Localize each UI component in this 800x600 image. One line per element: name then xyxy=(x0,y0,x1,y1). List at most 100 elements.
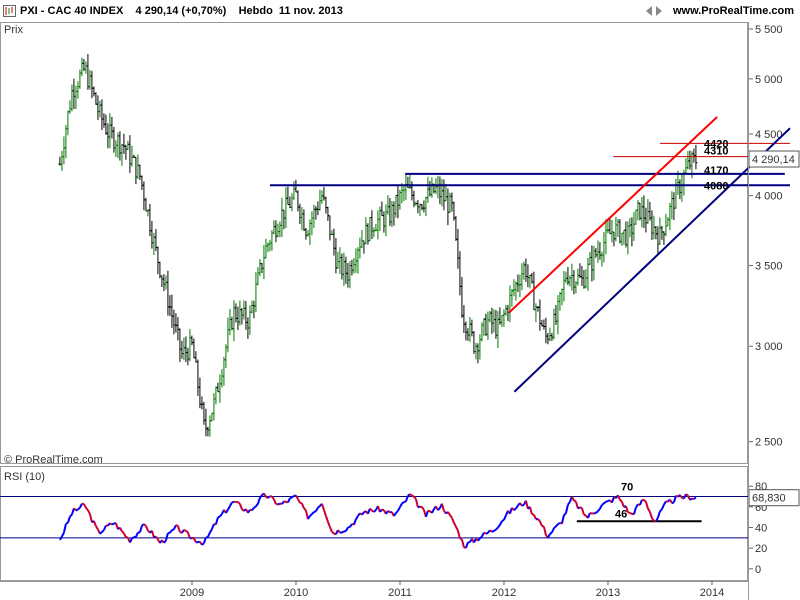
site-link[interactable]: www.ProRealTime.com xyxy=(672,5,794,17)
rsi-segment xyxy=(456,530,461,539)
rsi-segment xyxy=(464,542,469,549)
rsi-segment xyxy=(493,528,497,532)
rsi-segment xyxy=(329,526,333,533)
price-y-tick-label: 4 000 xyxy=(755,191,783,203)
rsi-segment xyxy=(501,518,505,523)
price-y-tick-label: 3 000 xyxy=(755,341,783,353)
rsi-segment xyxy=(538,520,543,527)
rsi-segment xyxy=(317,505,321,509)
rsi-segment xyxy=(385,510,389,515)
rsi-segment xyxy=(277,502,281,506)
rsi-segment xyxy=(107,522,111,527)
rsi-last-value: 68,830 xyxy=(752,493,786,505)
rsi-segment xyxy=(359,512,363,516)
rsi-segment xyxy=(289,496,293,500)
rsi-segment xyxy=(491,529,495,533)
rsi-segment xyxy=(352,519,357,526)
rsi-segment xyxy=(131,536,135,540)
rsi-segment xyxy=(333,532,337,536)
rsi-segment xyxy=(487,529,491,534)
rsi-segment xyxy=(176,525,181,533)
rsi-segment xyxy=(322,509,327,517)
rsi-segment xyxy=(287,497,291,503)
level-annotation: 4420 xyxy=(704,138,728,150)
rsi-segment xyxy=(311,511,315,515)
rsi-segment xyxy=(179,531,183,534)
trend-line xyxy=(513,127,791,393)
rsi-segment xyxy=(65,521,69,525)
rsi-segment xyxy=(613,496,617,500)
scroll-left-icon[interactable] xyxy=(646,6,652,16)
rsi-segment xyxy=(403,500,407,504)
rsi-segment xyxy=(541,525,545,528)
rsi-segment xyxy=(349,523,353,528)
x-tick-label: 2009 xyxy=(180,587,204,599)
rsi-segment xyxy=(69,513,73,518)
rsi-segment xyxy=(533,514,537,520)
rsi-segment xyxy=(285,500,289,504)
rsi-segment xyxy=(557,521,561,526)
rsi-segment xyxy=(251,507,255,511)
price-y-tick-label: 2 500 xyxy=(755,437,783,449)
rsi-segment xyxy=(173,524,177,530)
rsi-segment xyxy=(689,497,693,501)
rsi-segment xyxy=(553,525,557,529)
rsi-segment xyxy=(547,533,551,539)
rsi-segment xyxy=(489,529,493,533)
rsi-segment xyxy=(111,522,115,526)
rsi-segment xyxy=(593,511,597,515)
rsi-segment xyxy=(135,532,139,538)
rsi-segment xyxy=(315,507,319,512)
rsi-segment xyxy=(217,515,221,519)
rsi-segment xyxy=(189,536,193,540)
rsi-segment xyxy=(92,520,97,527)
rsi-segment xyxy=(419,505,423,509)
rsi-segment xyxy=(477,537,481,542)
rsi-segment xyxy=(225,509,229,514)
rsi-segment xyxy=(672,495,677,503)
rsi-y-tick-label: 40 xyxy=(755,523,767,535)
rsi-segment xyxy=(579,506,583,509)
rsi-segment xyxy=(597,508,601,512)
rsi-segment xyxy=(297,498,301,504)
rsi-segment xyxy=(201,542,205,546)
rsi-segment xyxy=(129,538,133,543)
rsi-segment xyxy=(503,515,507,521)
rsi-segment xyxy=(207,532,211,538)
rsi-segment xyxy=(143,523,147,527)
rsi-segment xyxy=(255,503,259,508)
rsi-segment xyxy=(431,508,435,514)
rsi-segment xyxy=(521,503,525,507)
rsi-segment xyxy=(219,513,223,518)
rsi-segment xyxy=(387,510,391,514)
rsi-segment xyxy=(437,507,441,511)
rsi-segment xyxy=(409,493,413,497)
rsi-segment xyxy=(150,530,155,538)
price-y-tick-label: 4 500 xyxy=(755,129,783,141)
rsi-segment xyxy=(574,501,579,509)
rsi-segment xyxy=(549,531,553,535)
rsi-segment xyxy=(580,507,585,515)
rsi-segment xyxy=(209,528,213,534)
x-tick-label: 2010 xyxy=(284,587,308,599)
rsi-segment xyxy=(369,507,373,512)
chart-type-icon[interactable] xyxy=(3,5,16,17)
scroll-right-icon[interactable] xyxy=(656,6,662,16)
rsi-segment xyxy=(267,495,271,499)
rsi-segment xyxy=(202,537,207,544)
rsi-segment xyxy=(381,508,385,512)
rsi-segment xyxy=(214,517,219,525)
rsi-segment xyxy=(283,500,287,503)
rsi-segment xyxy=(414,498,419,508)
rsi-segment xyxy=(648,511,653,519)
rsi-segment xyxy=(295,494,299,500)
rsi-segment xyxy=(447,511,451,516)
rsi-segment xyxy=(85,507,89,511)
level-annotation: 4310 xyxy=(704,146,728,158)
level-annotation: 4080 xyxy=(704,180,728,192)
rsi-segment xyxy=(153,535,157,539)
rsi-segment xyxy=(583,513,587,517)
rsi-segment xyxy=(450,517,455,524)
rsi-segment xyxy=(455,526,459,531)
